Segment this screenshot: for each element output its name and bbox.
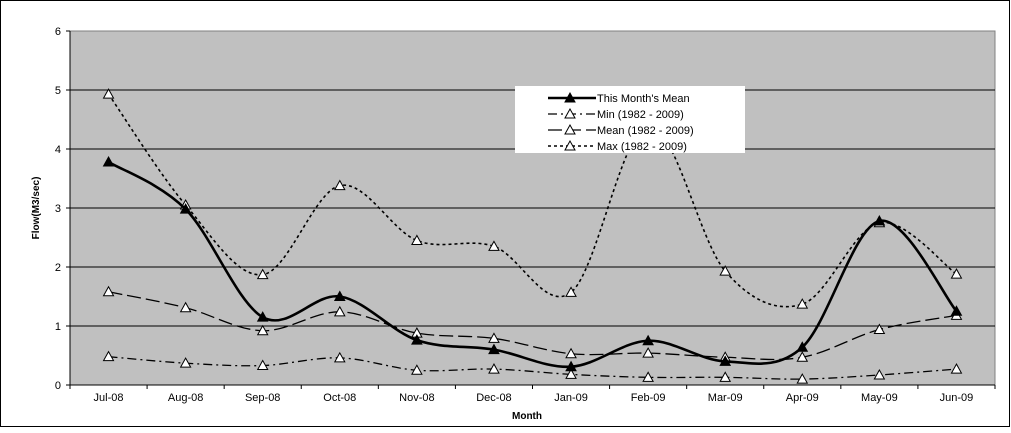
x-tick-label: Apr-09 <box>786 392 819 404</box>
data-point <box>642 347 654 358</box>
legend-label: Max (1982 - 2009) <box>597 141 687 153</box>
data-point <box>873 214 886 226</box>
series-0 <box>102 155 963 372</box>
data-point <box>488 240 500 251</box>
data-point <box>488 363 500 374</box>
x-tick-label: Aug-08 <box>168 392 203 404</box>
data-point <box>102 350 115 362</box>
x-tick-label: May-09 <box>861 392 898 404</box>
data-point <box>179 357 192 368</box>
data-point <box>565 360 577 372</box>
legend-label: Min (1982 - 2009) <box>597 109 684 121</box>
data-point <box>411 234 423 245</box>
y-tick-label: 4 <box>55 144 61 156</box>
series-1 <box>102 350 963 384</box>
data-point <box>950 305 963 316</box>
x-axis-ticks: Jul-08 Aug-08 Sep-08 Oct-08 Nov-08 Dec-08 Jan-… <box>69 384 996 404</box>
data-point <box>333 305 346 317</box>
data-point <box>873 368 886 380</box>
data-point <box>796 298 809 309</box>
data-point <box>873 323 886 335</box>
y-tick-label: 6 <box>55 26 61 38</box>
y-tick-label: 2 <box>55 262 61 274</box>
x-tick-label: Dec-08 <box>476 392 511 404</box>
legend: This Month's Mean Min (1982 - 2009) Mean (… <box>515 86 745 153</box>
data-point <box>565 286 577 297</box>
x-tick-label: Feb-09 <box>631 392 666 404</box>
x-tick-label: Sep-08 <box>245 392 280 404</box>
data-point <box>102 155 115 167</box>
data-point <box>950 363 963 374</box>
y-tick-label: 5 <box>55 85 61 97</box>
data-point <box>256 268 269 280</box>
data-point <box>102 88 115 99</box>
series-line <box>108 291 957 361</box>
legend-label: Mean (1982 - 2009) <box>597 125 694 137</box>
legend-label: This Month's Mean <box>597 93 690 105</box>
x-tick-label: Jan-09 <box>554 392 588 404</box>
series-lines <box>102 88 963 384</box>
data-point <box>565 368 577 379</box>
data-point <box>796 373 809 384</box>
x-tick-label: Jul-08 <box>94 392 124 404</box>
y-tick-label: 3 <box>55 203 61 215</box>
data-point <box>102 285 115 297</box>
data-point <box>719 265 732 276</box>
data-point <box>333 351 346 363</box>
data-point <box>488 343 500 355</box>
legend-marker <box>564 91 576 103</box>
legend-marker <box>564 107 576 119</box>
legend-item: Min (1982 - 2009) <box>548 107 684 121</box>
x-tick-label: Nov-08 <box>399 392 434 404</box>
x-tick-label: Oct-08 <box>323 392 356 404</box>
legend-item: Max (1982 - 2009) <box>548 139 687 153</box>
data-point <box>256 324 269 336</box>
data-point <box>642 334 654 346</box>
y-tick-label: 0 <box>55 380 61 392</box>
data-point <box>488 332 500 343</box>
x-tick-label: Jun-09 <box>940 392 974 404</box>
x-tick-label: Mar-09 <box>708 392 743 404</box>
data-point <box>256 359 269 371</box>
series-line <box>107 93 957 308</box>
legend-item: Mean (1982 - 2009) <box>548 123 694 137</box>
data-point <box>796 351 809 362</box>
data-point <box>333 179 346 191</box>
series-line <box>107 160 958 369</box>
legend-marker <box>564 123 576 135</box>
data-point <box>411 364 423 375</box>
legend-item: This Month's Mean <box>548 91 690 105</box>
y-axis-ticks: 0 1 2 3 4 5 6 <box>55 26 71 392</box>
x-axis-title: Month <box>512 411 542 422</box>
data-point <box>179 203 192 214</box>
data-point <box>950 268 963 279</box>
series-line <box>108 356 957 380</box>
data-point <box>256 311 269 322</box>
data-point <box>179 301 192 313</box>
data-point <box>719 371 732 382</box>
legend-marker <box>564 139 576 151</box>
y-tick-label: 1 <box>55 321 61 333</box>
data-point <box>642 371 654 382</box>
data-point <box>333 290 346 301</box>
data-point <box>796 341 809 352</box>
series-2 <box>102 285 963 362</box>
data-point <box>565 347 577 359</box>
data-point <box>411 334 423 345</box>
y-axis-title: Flow(M3/sec) <box>31 177 42 240</box>
data-point <box>719 355 732 366</box>
